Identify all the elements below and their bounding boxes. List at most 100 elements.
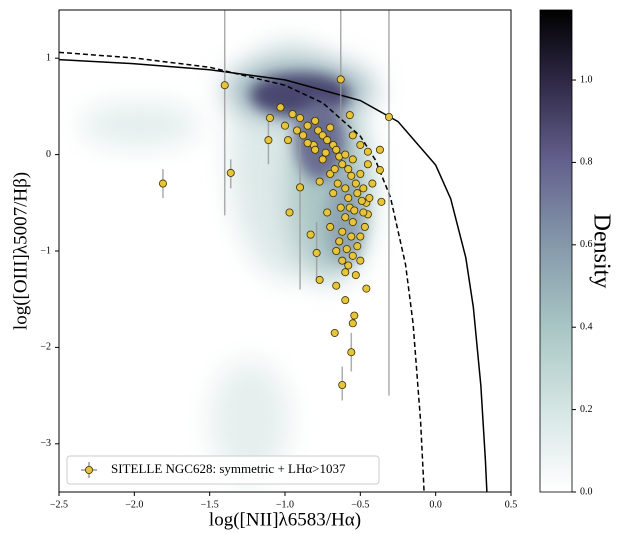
- scatter-point: [321, 148, 330, 157]
- colorbar-tick-label: 0.8: [580, 157, 593, 168]
- scatter-point: [348, 155, 357, 164]
- colorbar-tick-label: 0.0: [580, 486, 593, 497]
- scatter-point: [330, 165, 339, 174]
- y-axis-label: log([OIII]λ5007/Hβ): [10, 172, 31, 330]
- scatter-point: [312, 248, 321, 257]
- scatter-point: [306, 230, 315, 239]
- y-tick-label: −1: [40, 245, 51, 256]
- scatter-point: [353, 242, 362, 251]
- scatter-point: [338, 160, 347, 169]
- scatter-point: [333, 179, 342, 188]
- scatter-point: [359, 184, 368, 193]
- scatter-point: [311, 116, 320, 125]
- scatter-point: [344, 261, 353, 270]
- scatter-point: [347, 171, 356, 180]
- scatter-point: [363, 160, 372, 169]
- scatter-point: [341, 296, 350, 305]
- scatter-point: [384, 113, 393, 122]
- scatter-point: [332, 281, 341, 290]
- scatter-point: [332, 246, 341, 255]
- colorbar-tick-label: 0.6: [580, 239, 593, 250]
- x-tick-label: −2.0: [125, 499, 143, 510]
- scatter-point: [348, 319, 357, 328]
- x-tick-label: 0.5: [505, 499, 518, 510]
- colorbar-tick-label: 0.4: [580, 322, 593, 333]
- x-tick-label: −0.5: [351, 499, 369, 510]
- scatter-point: [264, 136, 273, 145]
- scatter-point: [314, 126, 323, 135]
- colorbar-tick-label: 0.2: [580, 404, 593, 415]
- scatter-point: [329, 189, 338, 198]
- scatter-point: [347, 232, 356, 241]
- scatter-point: [341, 184, 350, 193]
- scatter-point: [299, 131, 308, 140]
- scatter-point: [293, 126, 302, 135]
- scatter-point: [353, 189, 362, 198]
- scatter-point: [323, 136, 332, 145]
- scatter-point: [296, 183, 305, 192]
- scatter-point: [303, 121, 312, 130]
- scatter-point: [303, 139, 312, 148]
- scatter-point: [356, 256, 365, 265]
- scatter-point: [326, 169, 335, 178]
- colorbar-label: Density: [588, 214, 614, 289]
- scatter-point: [348, 218, 357, 227]
- scatter-point: [341, 213, 350, 222]
- scatter-point: [377, 197, 386, 206]
- y-tick-label: 1: [46, 52, 51, 63]
- scatter-point: [265, 113, 274, 122]
- scatter-point: [288, 110, 297, 119]
- x-tick-label: −1.5: [201, 499, 219, 510]
- scatter-point: [360, 222, 369, 231]
- scatter-point: [338, 256, 347, 265]
- scatter-point: [357, 196, 366, 205]
- scatter-point: [365, 193, 374, 202]
- scatter-point: [356, 169, 365, 178]
- scatter-point: [347, 348, 356, 357]
- scatter-point: [338, 380, 347, 389]
- scatter-point: [276, 103, 285, 112]
- scatter-point: [348, 251, 357, 260]
- scatter-point: [336, 203, 345, 212]
- scatter-point: [344, 165, 353, 174]
- scatter-point: [332, 145, 341, 154]
- scatter-point: [348, 131, 357, 140]
- scatter-point: [226, 168, 235, 177]
- scatter-point: [362, 284, 371, 293]
- scatter-point: [311, 145, 320, 154]
- legend-box: [66, 455, 380, 485]
- scatter-point: [345, 111, 354, 120]
- scatter-point: [375, 166, 384, 175]
- plot-area: [59, 10, 488, 492]
- demarcation-curve: [59, 58, 488, 492]
- x-tick-label: −1.0: [276, 499, 294, 510]
- y-tick-label: −3: [40, 438, 51, 449]
- scatter-point: [330, 328, 339, 337]
- scatter-point: [335, 237, 344, 246]
- scatter-point: [326, 222, 335, 231]
- scatter-point: [350, 206, 359, 215]
- scatter-point: [363, 147, 372, 156]
- scatter-point: [344, 193, 353, 202]
- scatter-point: [280, 121, 289, 130]
- scatter-point: [336, 75, 345, 84]
- scatter-point: [220, 81, 229, 90]
- scatter-point: [341, 268, 350, 277]
- scatter-point: [342, 245, 351, 254]
- scatter-point: [338, 227, 347, 236]
- scatter-point: [375, 145, 384, 154]
- scatter-point: [318, 155, 327, 164]
- scatter-point: [296, 113, 305, 122]
- x-axis-label: log([NII]λ6583/Hα): [209, 509, 361, 530]
- scatter-point: [359, 208, 368, 217]
- legend-marker: [85, 465, 94, 474]
- y-tick-label: −2: [40, 342, 51, 353]
- demarcation-curve: [59, 51, 425, 492]
- scatter-point: [351, 179, 360, 188]
- scatter-point: [326, 123, 335, 132]
- colorbar-tick-label: 1.0: [580, 74, 593, 85]
- scatter-point: [284, 136, 293, 145]
- scatter-point: [356, 232, 365, 241]
- legend-label: SITELLE NGC628: symmetric + LHα>1037: [111, 461, 346, 476]
